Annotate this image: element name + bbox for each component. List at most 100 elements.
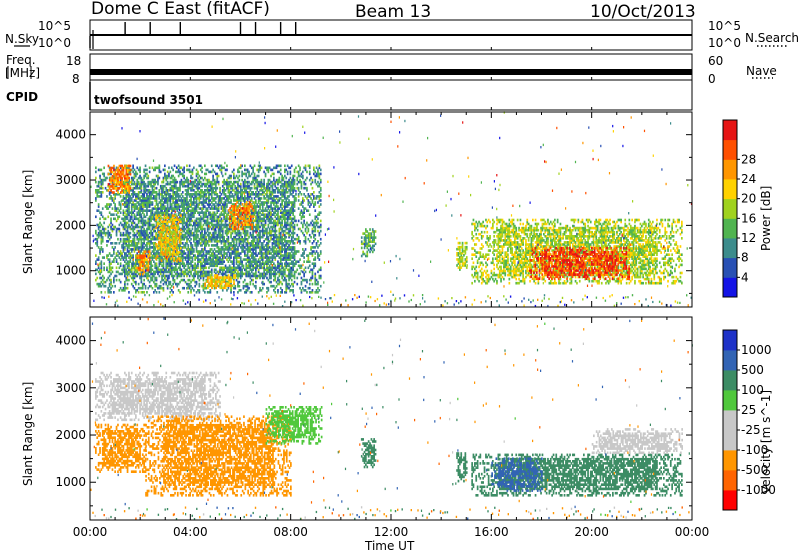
power-cell <box>162 201 165 204</box>
power-cell <box>193 266 195 270</box>
power-cell <box>181 207 184 210</box>
power-cell <box>239 240 242 243</box>
power-cell <box>132 186 134 190</box>
power-cell <box>165 262 168 265</box>
power-cell <box>194 235 196 239</box>
power-cell <box>158 193 161 196</box>
power-cell <box>114 197 116 200</box>
power-cell <box>249 260 252 263</box>
power-cell <box>231 252 234 255</box>
power-cell <box>150 184 152 188</box>
power-cell <box>245 266 248 270</box>
power-cell <box>226 184 228 188</box>
power-cell <box>250 172 253 176</box>
power-cell <box>216 186 219 190</box>
power-cell <box>270 270 272 274</box>
power-cell <box>147 197 150 200</box>
power-cell <box>168 166 170 170</box>
power-cell <box>230 201 232 204</box>
power-cell <box>261 213 264 216</box>
power-cell <box>266 286 268 290</box>
power-cell <box>133 276 136 280</box>
power-cell <box>108 231 111 235</box>
power-cell <box>129 254 132 257</box>
power-cell <box>277 201 279 204</box>
power-cell <box>137 203 140 206</box>
power-cell <box>277 164 279 168</box>
power-cell <box>234 191 237 194</box>
power-cell <box>221 189 224 192</box>
power-cell <box>233 272 235 276</box>
power-cell <box>282 231 285 235</box>
power-cell <box>197 260 199 263</box>
power-cell <box>256 178 259 182</box>
power-cell <box>148 189 151 192</box>
power-cell <box>221 258 224 261</box>
power-cell <box>151 197 154 200</box>
power-cell <box>187 205 190 208</box>
power-cell <box>132 266 134 270</box>
power-cell <box>250 197 253 200</box>
power-cell <box>238 233 241 237</box>
power-cell <box>183 174 185 178</box>
power-cell <box>132 254 134 257</box>
power-cell <box>208 231 210 235</box>
power-cell <box>175 193 177 196</box>
power-cell <box>282 254 285 257</box>
power-cell <box>96 189 99 192</box>
power-cell <box>235 193 238 196</box>
power-cell <box>270 217 272 221</box>
power-cell <box>154 256 156 259</box>
power-cell <box>103 172 105 176</box>
power-cell <box>119 240 122 243</box>
power-cell <box>289 256 292 259</box>
power-cell <box>107 233 110 237</box>
power-cell <box>271 272 274 276</box>
power-cell <box>147 180 150 184</box>
power-cell <box>181 235 184 239</box>
power-cell <box>266 252 268 255</box>
power-cell <box>233 256 235 259</box>
power-cell <box>197 235 199 239</box>
power-cell <box>273 229 275 233</box>
power-cell <box>233 260 235 263</box>
power-cell <box>204 266 206 270</box>
power-cell <box>181 201 184 204</box>
power-cell <box>264 227 267 231</box>
power-cell <box>261 280 264 284</box>
power-cell <box>199 276 202 280</box>
power-cell <box>194 266 196 270</box>
power-cell <box>267 237 270 241</box>
power-cell <box>274 229 277 233</box>
power-cell <box>186 209 188 212</box>
power-cell <box>237 199 239 202</box>
power-cell <box>181 205 184 208</box>
power-cell <box>184 252 187 255</box>
power-cell <box>201 207 203 210</box>
power-cell <box>288 231 290 235</box>
power-cell <box>144 164 147 168</box>
power-cell <box>106 240 108 243</box>
power-cell <box>173 262 176 265</box>
power-cell <box>155 237 158 241</box>
power-cell <box>285 205 288 208</box>
power-cell <box>128 213 130 216</box>
power-cell <box>281 291 283 294</box>
power-cell <box>278 240 281 243</box>
power-cell <box>99 186 101 190</box>
power-cell <box>153 270 155 274</box>
power-cell <box>132 176 134 180</box>
power-cell <box>277 191 279 194</box>
power-cell <box>143 193 145 196</box>
power-cell <box>195 244 198 247</box>
power-cell <box>169 280 172 284</box>
power-cell <box>210 270 213 274</box>
power-cell <box>169 264 172 268</box>
power-cell <box>252 223 254 227</box>
power-cell <box>190 201 192 204</box>
power-cell <box>139 225 141 229</box>
power-cell <box>274 184 277 188</box>
power-cell <box>248 286 250 290</box>
power-cell <box>242 258 245 261</box>
power-cell <box>257 215 260 219</box>
